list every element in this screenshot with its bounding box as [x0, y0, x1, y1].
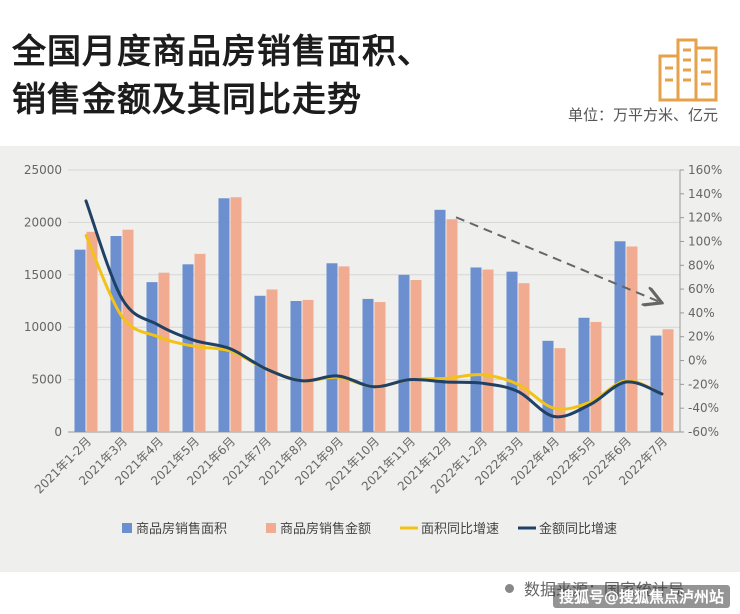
- area-bar: [542, 340, 554, 432]
- left-tick-label: 25000: [24, 163, 62, 177]
- title-line-2: 销售金额及其同比走势: [12, 80, 362, 120]
- left-tick-label: 5000: [31, 373, 62, 387]
- legend-swatch: [122, 523, 132, 533]
- right-tick-label: 120%: [688, 211, 722, 225]
- area-bar: [110, 236, 122, 432]
- area-bar: [146, 282, 158, 432]
- area-bar: [470, 267, 482, 432]
- left-tick-label: 10000: [24, 320, 62, 334]
- area-bar: [182, 264, 194, 432]
- area-bar: [362, 298, 374, 432]
- bullet-dot-icon: [505, 583, 514, 593]
- right-tick-label: 20%: [688, 330, 715, 344]
- right-tick-label: 40%: [688, 306, 715, 320]
- right-tick-label: 140%: [688, 187, 722, 201]
- amount-bar: [626, 246, 638, 432]
- area-bar: [398, 274, 410, 432]
- title-line-1: 全国月度商品房销售面积、: [12, 32, 432, 72]
- amount-bar: [302, 299, 314, 432]
- area-bar: [578, 317, 590, 432]
- legend-label: 面积同比增速: [421, 522, 499, 537]
- right-tick-label: 60%: [688, 282, 715, 296]
- legend-swatch: [266, 523, 276, 533]
- amount-bar: [518, 283, 530, 432]
- right-tick-label: -20%: [688, 377, 719, 391]
- chart-title: 全国月度商品房销售面积、 销售金额及其同比走势: [12, 28, 432, 124]
- amount-bar: [590, 321, 602, 432]
- amount-bar: [230, 197, 242, 432]
- amount-bar: [158, 272, 170, 432]
- unit-label: 单位：万平方米、亿元: [567, 106, 718, 124]
- amount-bar: [374, 302, 386, 432]
- watermark: 搜狐号@搜狐焦点泸州站: [552, 585, 730, 608]
- left-tick-label: 20000: [24, 215, 62, 229]
- amount-bar: [482, 269, 494, 432]
- amount-bar: [338, 266, 350, 432]
- right-tick-label: 0%: [688, 354, 707, 368]
- sales-chart: 0 5000 10000 15000 20000 25000 -60% -40% -20% 0% 2…: [24, 163, 723, 537]
- right-tick-label: 160%: [688, 163, 722, 177]
- amount-bar: [662, 329, 674, 432]
- area-bar: [218, 198, 230, 432]
- area-bar: [74, 249, 86, 432]
- area-bar: [506, 271, 518, 432]
- amount-bar: [266, 289, 278, 432]
- right-tick-label: -60%: [688, 425, 719, 439]
- area-bar: [326, 263, 338, 432]
- area-bar: [614, 241, 626, 432]
- amount-bar: [86, 231, 98, 432]
- amount-bar: [122, 229, 134, 432]
- area-yoy-line: [84, 234, 664, 411]
- amount-bar: [410, 280, 422, 432]
- legend-label: 金额同比增速: [539, 521, 617, 537]
- area-bar: [290, 301, 302, 432]
- amount-bar: [446, 219, 458, 432]
- right-tick-label: 100%: [688, 234, 722, 248]
- right-tick-label: -40%: [688, 401, 719, 415]
- right-tick-label: 80%: [688, 258, 715, 272]
- amount-yoy-line: [84, 199, 664, 419]
- trend-arrow: [455, 216, 660, 302]
- area-bar: [254, 295, 266, 432]
- left-tick-label: 0: [54, 425, 62, 439]
- area-bar: [650, 335, 662, 432]
- left-tick-label: 15000: [24, 268, 62, 282]
- buildings-logo-icon: [658, 38, 718, 102]
- amount-bar: [554, 348, 566, 432]
- area-bar: [434, 209, 446, 432]
- legend-label: 商品房销售面积: [136, 521, 227, 537]
- legend-label: 商品房销售金额: [280, 521, 371, 537]
